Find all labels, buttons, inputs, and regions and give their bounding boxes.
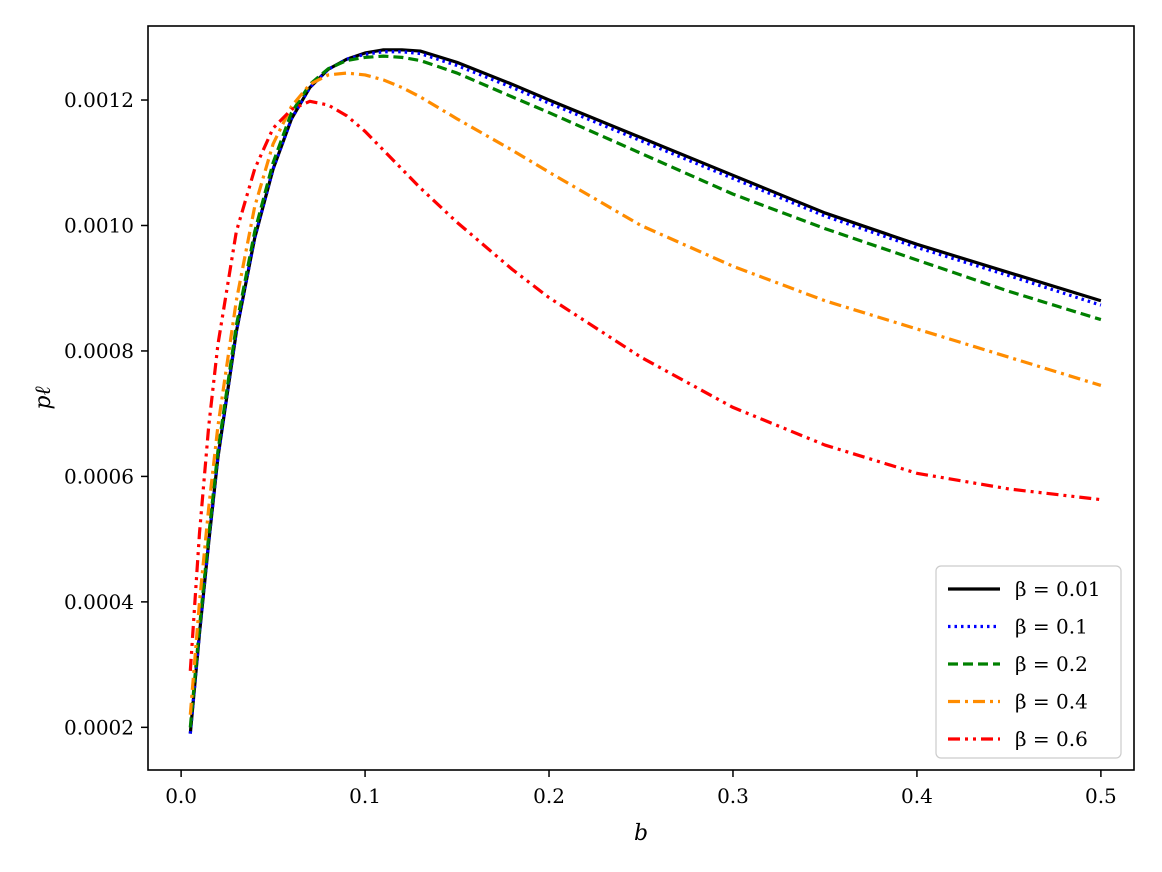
y-axis-label: pℓ (31, 386, 56, 410)
series-line-0-6 (188, 99, 1102, 671)
series-line-0-2 (188, 54, 1102, 728)
y-tick-label: 0.0012 (64, 88, 134, 112)
y-tick-label: 0.0004 (64, 590, 134, 614)
y-tick-label: 0.0008 (64, 339, 134, 363)
series-layer (188, 48, 1102, 734)
legend-box (935, 565, 1122, 759)
legend-label-0-6: β = 0.6 (1015, 727, 1088, 751)
x-tick-label: 0.3 (717, 784, 749, 808)
x-tick-label: 0.0 (165, 784, 197, 808)
x-tick-label: 0.1 (349, 784, 381, 808)
x-tick-label: 0.5 (1085, 784, 1117, 808)
legend-label-0-01: β = 0.01 (1015, 577, 1101, 601)
x-tick-label: 0.4 (901, 784, 933, 808)
series-line-0-1 (188, 50, 1102, 734)
legend-label-0-4: β = 0.4 (1015, 690, 1088, 714)
y-tick-label: 0.0010 (64, 213, 134, 237)
plot-area-frame (147, 25, 1135, 771)
x-axis: 0.0 0.1 0.2 0.3 0.4 0.5 (165, 770, 1117, 808)
y-axis: 0.0002 0.0004 0.0006 0.0008 0.0010 0.0012 (64, 88, 148, 739)
legend: β = 0.01 β = 0.1 β = 0.2 β = 0.4 β = 0.6 (935, 565, 1122, 759)
x-tick-label: 0.2 (533, 784, 565, 808)
legend-label-0-2: β = 0.2 (1015, 652, 1088, 676)
legend-label-0-1: β = 0.1 (1015, 615, 1088, 639)
y-tick-label: 0.0006 (64, 464, 134, 488)
y-tick-label: 0.0002 (64, 715, 134, 739)
x-axis-label: b (634, 821, 648, 846)
